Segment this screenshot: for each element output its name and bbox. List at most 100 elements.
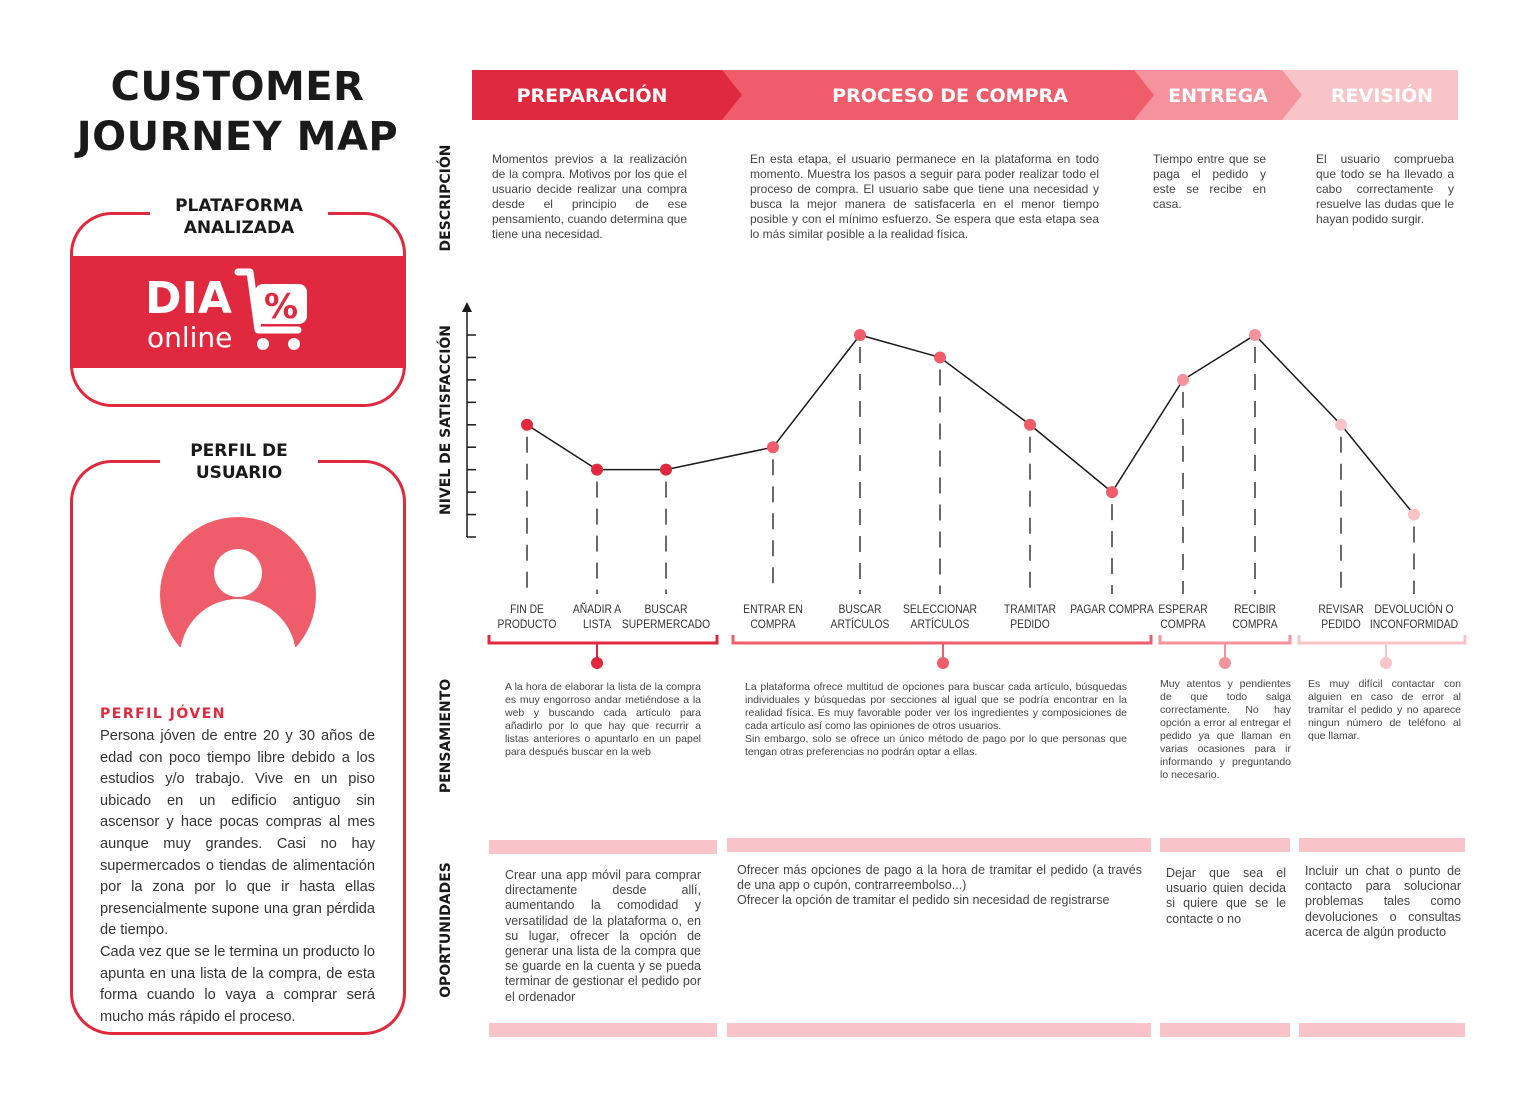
platform-label-line-2: ANALIZADA xyxy=(183,218,295,238)
satisfaction-point xyxy=(1177,373,1189,386)
phase-bracket xyxy=(487,635,719,645)
title-line-2: JOURNEY MAP xyxy=(76,114,399,160)
cart-icon: % xyxy=(234,268,307,350)
profile-heading: PERFIL JÓVEN xyxy=(100,706,227,722)
chart-guide-lines xyxy=(526,347,1415,594)
chart-points xyxy=(521,329,1420,521)
step-label: BUSCAR SUPERMERCADO xyxy=(614,602,717,632)
step-label: SELECCIONAR ARTÍCULOS xyxy=(888,602,991,632)
platform-label: PLATAFORMA ANALIZADA xyxy=(150,195,328,243)
satisfaction-point xyxy=(1249,329,1261,341)
phase-bracket-dot xyxy=(1219,657,1231,669)
phase-header: PREPARACIÓN PROCESO DE COMPRA ENTREGA RE… xyxy=(472,70,1458,120)
step-label-line-1: ESPERAR xyxy=(1158,602,1208,616)
step-label: REVISAR PEDIDO xyxy=(1289,602,1392,632)
description-preparacion: Momentos previos a la realización de la … xyxy=(492,152,687,241)
phase-bracket xyxy=(1297,635,1467,645)
description-proceso: En esta etapa, el usuario permanece en l… xyxy=(750,152,1099,241)
satisfaction-point xyxy=(1106,486,1118,499)
title-line-1: CUSTOMER xyxy=(110,64,365,110)
profile-label-line-2: USUARIO xyxy=(195,463,283,483)
opportunity-proceso-1: Ofrecer más opciones de pago a la hora d… xyxy=(737,863,1142,893)
satisfaction-point xyxy=(854,329,866,341)
step-label-line-1: FIN DE xyxy=(510,602,544,616)
step-label-line-1: SELECCIONAR xyxy=(903,602,977,616)
description-revision: El usuario comprueba que todo se ha llev… xyxy=(1316,152,1454,226)
profile-text-1: Persona jóven de entre 20 y 30 años de e… xyxy=(100,728,375,939)
phase-arrow-proceso xyxy=(718,70,1154,120)
phase-arrow-entrega xyxy=(1130,70,1302,120)
step-label-line-2: COMPRA xyxy=(750,617,796,631)
opportunity-bar-top-3 xyxy=(1160,838,1290,852)
phase-bracket xyxy=(731,635,1153,645)
phase-bracket-dot xyxy=(1380,657,1392,669)
phase-name-proceso: PROCESO DE COMPRA xyxy=(832,85,1068,107)
step-label-line-1: BUSCAR xyxy=(644,602,688,616)
step-label-line-2: PRODUCTO xyxy=(497,617,557,631)
y-axis-arrow xyxy=(462,302,472,312)
phase-name-entrega: ENTREGA xyxy=(1168,85,1268,107)
opportunity-preparacion: Crear una app móvil para comprar directa… xyxy=(505,868,701,1004)
step-label: RECIBIR COMPRA xyxy=(1203,602,1306,632)
step-label: ENTRAR EN COMPRA xyxy=(721,602,824,632)
step-label-line-1: BUSCAR xyxy=(838,602,882,616)
thought-proceso-2: Sin embargo, solo se ofrece un único mét… xyxy=(745,733,1127,758)
opportunity-bar-bottom-3 xyxy=(1160,1023,1290,1037)
profile-text-2: Cada vez que se le termina un producto l… xyxy=(100,943,375,1025)
opportunity-proceso-2: Ofrecer la opción de tramitar el pedido … xyxy=(737,893,1110,908)
step-label: PAGAR COMPRA xyxy=(1060,602,1163,617)
profile-label: PERFIL DE USUARIO xyxy=(160,440,318,488)
opportunity-bar-top-1 xyxy=(489,840,717,854)
satisfaction-point xyxy=(1024,418,1036,431)
satisfaction-line xyxy=(526,334,1415,516)
step-label: AÑADIR A LISTA xyxy=(545,602,648,632)
satisfaction-point xyxy=(1408,508,1420,521)
user-avatar-icon xyxy=(160,517,316,647)
satisfaction-point xyxy=(1335,418,1347,431)
platform-label-line-1: PLATAFORMA xyxy=(175,196,303,216)
phase-name-revision: REVISIÓN xyxy=(1331,83,1433,107)
step-label-line-2: COMPRA xyxy=(1232,617,1278,631)
step-label: DEVOLUCIÓN O INCONFORMIDAD xyxy=(1362,602,1465,632)
chart-axis xyxy=(462,302,476,538)
opportunity-bar-bottom-4 xyxy=(1299,1023,1465,1037)
step-label-line-2: LISTA xyxy=(583,617,611,631)
logo-percent: % xyxy=(264,287,298,327)
description-entrega: Tiempo entre que se paga el pedido y est… xyxy=(1153,152,1266,211)
phase-bracket-dot xyxy=(591,657,603,669)
opportunity-bar-bottom-2 xyxy=(727,1023,1151,1037)
page-title: CUSTOMER JOURNEY MAP xyxy=(60,62,415,162)
phase-brackets xyxy=(487,635,1467,669)
step-label: ESPERAR COMPRA xyxy=(1131,602,1234,632)
thought-preparacion: A la hora de elaborar la lista de la com… xyxy=(505,681,701,758)
thought-proceso-1: La plataforma ofrece multitud de opcione… xyxy=(745,681,1127,732)
phase-arrow-revision xyxy=(1278,70,1458,120)
phase-bracket-dot xyxy=(937,657,949,669)
opportunity-bar-bottom-1 xyxy=(489,1023,717,1037)
step-label-line-1: AÑADIR A xyxy=(572,602,622,616)
phase-name-preparacion: PREPARACIÓN xyxy=(517,83,668,107)
step-label-line-2: ARTÍCULOS xyxy=(830,617,890,631)
thought-entrega: Muy atentos y pendientes de que todo sal… xyxy=(1160,678,1291,781)
step-label: BUSCAR ARTÍCULOS xyxy=(808,602,911,632)
thought-proceso: La plataforma ofrece multitud de opcione… xyxy=(745,681,1127,759)
step-label-line-1: TRAMITAR xyxy=(1003,602,1056,616)
phase-arrow-preparacion xyxy=(472,70,742,120)
logo-word: DIA xyxy=(145,273,232,324)
opportunity-revision: Incluir un chat o punto de contacto para… xyxy=(1305,864,1461,939)
profile-description: Persona jóven de entre 20 y 30 años de e… xyxy=(100,726,375,1028)
logo-sub: online xyxy=(147,321,232,354)
opportunity-bar-top-2 xyxy=(727,838,1151,852)
step-label: TRAMITAR PEDIDO xyxy=(978,602,1081,632)
satisfaction-point xyxy=(660,463,672,476)
step-label-line-2: SUPERMERCADO xyxy=(621,617,711,631)
opportunity-proceso: Ofrecer más opciones de pago a la hora d… xyxy=(737,863,1142,909)
satisfaction-point xyxy=(591,463,603,476)
step-label-line-1: ENTRAR EN xyxy=(743,602,803,616)
thought-revision: Es muy difícil contactar con alguien en … xyxy=(1308,678,1461,742)
opportunity-bar-top-4 xyxy=(1299,838,1465,852)
satisfaction-point xyxy=(934,351,946,364)
step-label-line-1: REVISAR xyxy=(1318,602,1364,616)
step-label: FIN DE PRODUCTO xyxy=(475,602,578,632)
